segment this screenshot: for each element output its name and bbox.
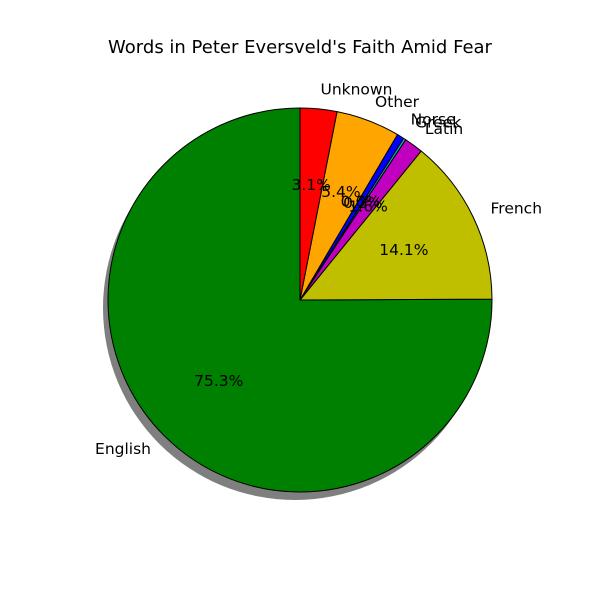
slice-unknown	[299, 107, 338, 301]
pct-label-english: 75.3%	[194, 372, 243, 390]
pie-labels: English 75.3% French 14.1% Latin 1.6% Greek 0.2…	[95, 80, 542, 458]
pct-label-norse: 0.6%	[341, 192, 380, 210]
slice-french	[299, 150, 493, 301]
pct-label-greek: 0.2%	[343, 194, 382, 212]
slice-label-norse: Norse	[411, 111, 456, 129]
slice-label-unknown: Unknown	[320, 80, 392, 98]
pct-label-other: 5.4%	[321, 183, 360, 201]
pct-label-french: 14.1%	[379, 241, 428, 259]
slice-label-other: Other	[375, 93, 420, 111]
chart-title: Words in Peter Eversveld's Faith Amid Fe…	[108, 37, 493, 58]
slice-label-greek: Greek	[415, 113, 461, 131]
pct-label-latin: 1.6%	[348, 198, 387, 216]
slice-label-french: French	[491, 199, 543, 217]
slice-label-english: English	[95, 440, 151, 458]
pct-label-unknown: 3.1%	[291, 176, 330, 194]
slice-label-latin: Latin	[425, 120, 463, 138]
slice-english	[107, 107, 493, 493]
pie-slices	[107, 107, 493, 493]
